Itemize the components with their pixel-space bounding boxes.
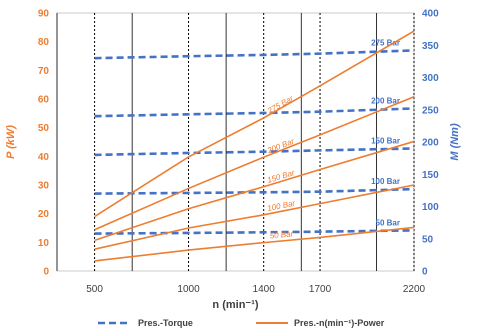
y-right-tick-label: 400 (422, 9, 439, 20)
x-tick-label: 1400 (253, 284, 276, 295)
y-right-tick-label: 350 (422, 41, 439, 52)
power-series-line (94, 226, 415, 262)
torque-series-line (94, 229, 415, 235)
y-right-tick-label: 100 (422, 202, 439, 213)
x-tick-label: 500 (86, 284, 103, 295)
power-series-label: 275 Bar (265, 94, 295, 116)
y-left-tick-label: 30 (38, 181, 50, 192)
power-series-label: 50 Bar (269, 229, 294, 240)
power-series-line (94, 95, 415, 231)
torque-series-line (94, 187, 415, 195)
y-left-tick-label: 50 (38, 123, 50, 134)
legend-power-label: Pres.-n(min⁻¹)-Power (294, 318, 385, 328)
torque-series-label: 200 Bar (371, 96, 400, 105)
x-axis-label: n (min⁻¹) (212, 299, 258, 311)
y-left-axis-label: P (kW) (5, 125, 17, 159)
y-left-tick-label: 10 (38, 238, 50, 249)
power-series-label: 150 Bar (266, 168, 296, 185)
y-right-tick-label: 150 (422, 170, 439, 181)
y-right-tick-label: 250 (422, 105, 439, 116)
x-tick-label: 1000 (177, 284, 200, 295)
torque-series-label: 150 Bar (371, 136, 400, 145)
torque-series-line (94, 49, 415, 60)
y-left-tick-label: 80 (38, 37, 50, 48)
y-left-tick-label: 0 (43, 267, 49, 278)
torque-series-line (94, 107, 415, 118)
y-right-tick-label: 200 (422, 138, 439, 149)
power-series-line (94, 184, 415, 250)
torque-series-label: 275 Bar (371, 38, 400, 47)
y-left-tick-label: 20 (38, 209, 50, 220)
y-right-tick-label: 300 (422, 73, 439, 84)
torque-series-label: 50 Bar (376, 218, 400, 227)
y-right-tick-label: 50 (422, 234, 434, 245)
torque-series-label: 100 Bar (371, 177, 400, 186)
y-left-tick-label: 70 (38, 66, 50, 77)
y-left-tick-label: 90 (38, 9, 50, 20)
power-series-label: 200 Bar (265, 136, 296, 155)
y-left-tick-label: 60 (38, 95, 50, 106)
torque-series-line (94, 147, 415, 157)
legend-torque-label: Pres.-Torque (138, 318, 193, 328)
power-series-line (94, 140, 415, 242)
power-series-line (94, 30, 415, 218)
y-right-axis-label: M (Nm) (449, 123, 461, 161)
y-right-tick-label: 0 (422, 267, 428, 278)
x-tick-label: 1700 (309, 284, 332, 295)
x-tick-label: 2200 (403, 284, 426, 295)
y-left-tick-label: 40 (38, 152, 50, 163)
